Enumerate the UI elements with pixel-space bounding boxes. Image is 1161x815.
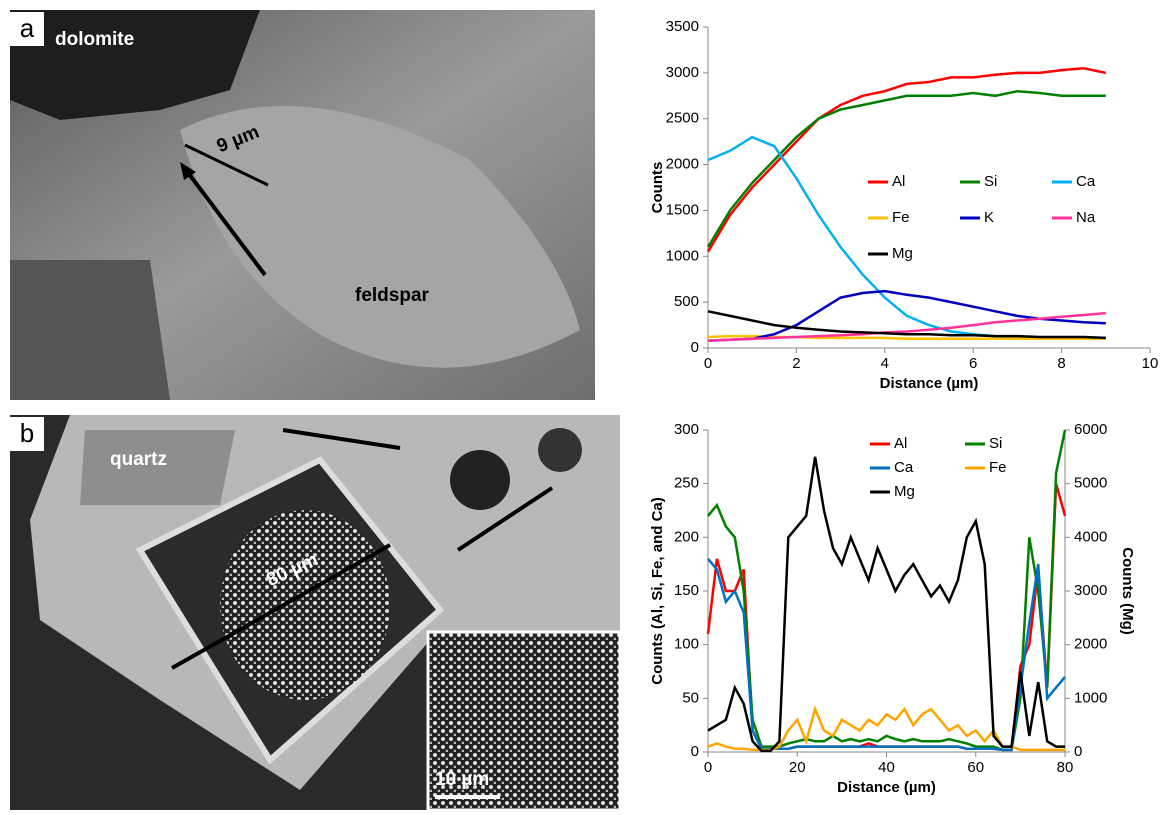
y-tick-label: 2000 [666, 156, 699, 173]
x-tick-label: 80 [1057, 759, 1074, 776]
y2-tick-label: 6000 [1074, 421, 1107, 438]
x-tick-label: 20 [789, 759, 806, 776]
legend-label: Mg [894, 483, 915, 500]
annotation: dolomite [55, 29, 134, 50]
y-tick-label: 50 [682, 689, 699, 706]
y2-tick-label: 4000 [1074, 528, 1107, 545]
y-axis-label: Counts [649, 162, 666, 214]
y2-tick-label: 2000 [1074, 636, 1107, 653]
legend-label: Fe [892, 209, 910, 226]
legend-label: Fe [989, 459, 1007, 476]
y-tick-label: 0 [691, 339, 699, 356]
figure: a dolomite 9 µm feldspar b quartz 80 µm … [0, 0, 1161, 810]
legend-label: Si [989, 435, 1002, 452]
x-axis-label: Distance (µm) [837, 779, 936, 796]
legend-label: Al [894, 435, 907, 452]
y-axis-label: Counts (Al, Si, Fe, and Ca) [649, 497, 666, 685]
panel-label: a [20, 13, 35, 43]
y-tick-label: 300 [674, 421, 699, 438]
series-line [708, 484, 1065, 750]
series-line [708, 457, 1065, 751]
x-tick-label: 0 [704, 355, 712, 372]
x-tick-label: 60 [967, 759, 984, 776]
y-tick-label: 250 [674, 475, 699, 492]
y-tick-label: 1500 [666, 201, 699, 218]
legend-label: Si [984, 173, 997, 190]
y-tick-label: 200 [674, 528, 699, 545]
y2-tick-label: 5000 [1074, 475, 1107, 492]
x-axis-label: Distance (µm) [880, 375, 979, 392]
annotation: feldspar [355, 285, 430, 306]
series-line [708, 559, 1065, 750]
legend-label: Al [892, 173, 905, 190]
matrix [10, 260, 170, 400]
y2-tick-label: 0 [1074, 743, 1082, 760]
y-tick-label: 3000 [666, 64, 699, 81]
x-tick-label: 6 [969, 355, 977, 372]
micrograph-b: b quartz 80 µm 10 µm [10, 415, 620, 810]
x-tick-label: 10 [1142, 355, 1159, 372]
pore [538, 428, 582, 472]
annotation: 10 µm [435, 769, 489, 790]
x-tick-label: 40 [878, 759, 895, 776]
y-tick-label: 3500 [666, 18, 699, 35]
speckled-core [220, 510, 390, 700]
panel-label: b [20, 418, 34, 448]
legend-label: K [984, 209, 994, 226]
annotation: quartz [110, 449, 167, 470]
y-tick-label: 150 [674, 582, 699, 599]
pore [450, 450, 510, 510]
legend-label: Ca [1076, 173, 1096, 190]
x-tick-label: 4 [881, 355, 889, 372]
y2-axis-label: Counts (Mg) [1119, 547, 1136, 634]
y2-tick-label: 3000 [1074, 582, 1107, 599]
legend-label: Na [1076, 209, 1096, 226]
y-tick-label: 2500 [666, 110, 699, 127]
x-tick-label: 8 [1057, 355, 1065, 372]
micrograph-a: a dolomite 9 µm feldspar [10, 10, 595, 400]
x-tick-label: 0 [704, 759, 712, 776]
y-tick-label: 100 [674, 636, 699, 653]
legend-label: Mg [892, 245, 913, 262]
y-tick-label: 500 [674, 293, 699, 310]
y-tick-label: 1000 [666, 247, 699, 264]
x-tick-label: 2 [792, 355, 800, 372]
y2-tick-label: 1000 [1074, 689, 1107, 706]
series-line [708, 430, 1065, 750]
legend-label: Ca [894, 459, 914, 476]
y-tick-label: 0 [691, 743, 699, 760]
